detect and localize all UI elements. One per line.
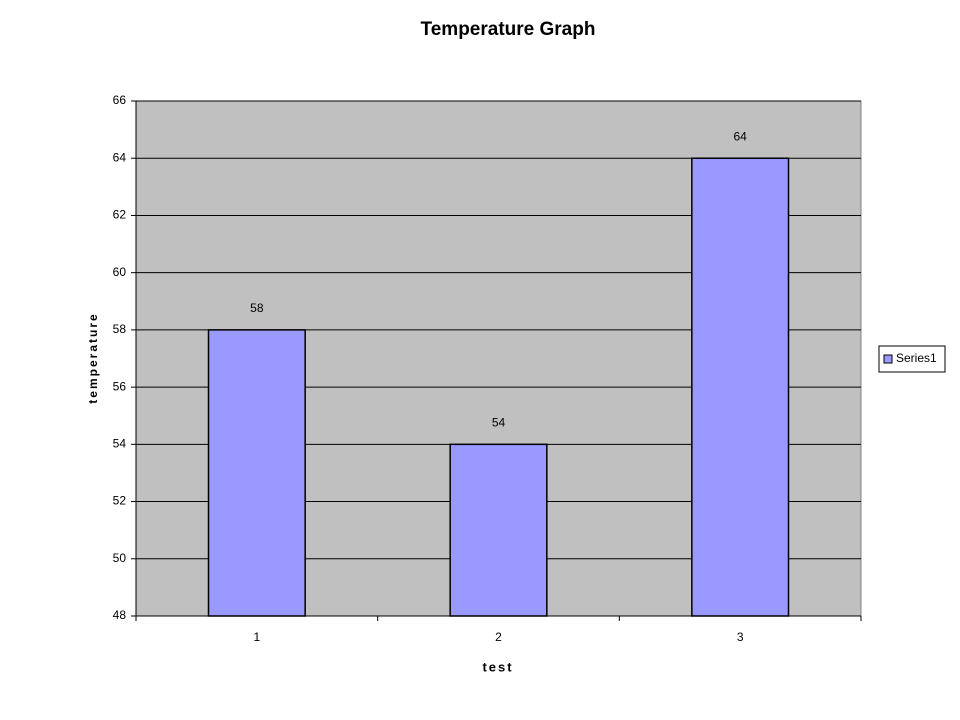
legend-label: Series1 [896,351,937,365]
legend-swatch [883,354,893,364]
data-label: 54 [492,416,506,430]
y-axis-label: temperature [86,312,100,403]
data-label: 58 [250,301,264,315]
y-tick-label: 54 [113,437,127,451]
x-axis-label: test [482,659,513,674]
x-tick-label: 2 [495,630,502,644]
bar [449,443,548,617]
y-tick-label: 56 [113,379,127,393]
data-label: 64 [733,129,747,143]
bar [207,329,306,617]
y-tick-label: 58 [113,322,127,336]
y-tick-label: 62 [113,208,127,222]
y-tick-label: 50 [113,551,127,565]
y-tick-label: 48 [113,608,127,622]
y-tick-label: 66 [113,93,127,107]
chart-title: Temperature Graph [421,19,596,40]
x-tick-label: 3 [737,630,744,644]
y-tick-label: 52 [113,494,127,508]
y-tick-label: 64 [113,150,127,164]
bar [691,157,790,617]
x-tick-label: 1 [253,630,260,644]
y-tick-label: 60 [113,265,127,279]
